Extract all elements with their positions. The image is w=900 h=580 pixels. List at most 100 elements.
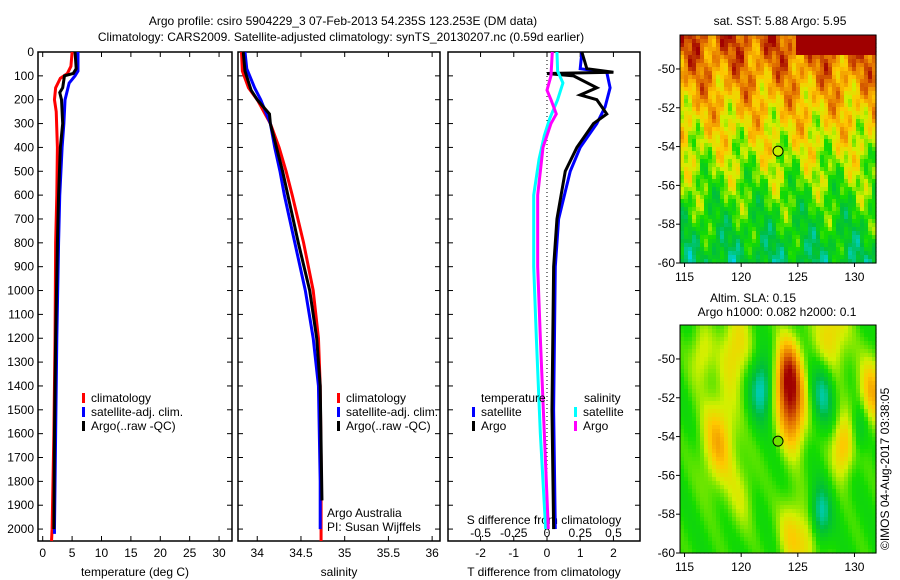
heatmap-cell xyxy=(828,43,833,48)
heatmap-cell xyxy=(708,119,713,124)
heatmap-cell xyxy=(856,191,861,196)
heatmap-cell xyxy=(712,329,717,334)
heatmap-cell xyxy=(792,51,797,56)
heatmap-cell xyxy=(816,179,821,184)
heatmap-cell xyxy=(760,131,765,136)
heatmap-cell xyxy=(864,187,869,192)
heatmap-cell xyxy=(728,247,733,252)
heatmap-cell xyxy=(700,171,705,176)
heatmap-cell xyxy=(700,357,705,362)
heatmap-cell xyxy=(696,175,701,180)
heatmap-cell xyxy=(692,545,697,550)
heatmap-cell xyxy=(688,187,693,192)
heatmap-cell xyxy=(684,517,689,522)
heatmap-cell xyxy=(872,43,877,48)
heatmap-cell xyxy=(824,127,829,132)
heatmap-cell xyxy=(760,139,765,144)
heatmap-cell xyxy=(692,517,697,522)
heatmap-cell xyxy=(788,469,793,474)
heatmap-cell xyxy=(772,203,777,208)
heatmap-cell xyxy=(712,525,717,530)
heatmap-cell xyxy=(680,521,685,526)
heatmap-cell xyxy=(872,79,877,84)
heatmap-cell xyxy=(684,509,689,514)
heatmap-cell xyxy=(768,219,773,224)
heatmap-cell xyxy=(752,91,757,96)
heatmap-cell xyxy=(812,373,817,378)
heatmap-cell xyxy=(724,421,729,426)
heatmap-cell xyxy=(816,223,821,228)
heatmap-cell xyxy=(724,195,729,200)
heatmap-cells xyxy=(680,35,877,264)
heatmap-cell xyxy=(708,211,713,216)
heatmap-cell xyxy=(792,521,797,526)
heatmap-cell xyxy=(800,329,805,334)
heatmap-cell xyxy=(720,251,725,256)
heatmap-cell xyxy=(720,441,725,446)
heatmap-cell xyxy=(772,199,777,204)
heatmap-cell xyxy=(800,111,805,116)
heatmap-cell xyxy=(788,151,793,156)
heatmap-cell xyxy=(684,107,689,112)
heatmap-cell xyxy=(808,179,813,184)
heatmap-cell xyxy=(684,449,689,454)
heatmap-cell xyxy=(764,341,769,346)
heatmap-cell xyxy=(812,239,817,244)
heatmap-cell xyxy=(848,167,853,172)
heatmap-cell xyxy=(756,365,761,370)
heatmap-cell xyxy=(852,223,857,228)
heatmap-cell xyxy=(772,545,777,550)
heatmap-cell xyxy=(844,219,849,224)
heatmap-cell xyxy=(724,119,729,124)
heatmap-cell xyxy=(684,123,689,128)
heatmap-cell xyxy=(764,55,769,60)
heatmap-cell xyxy=(820,99,825,104)
heatmap-cell xyxy=(716,79,721,84)
heatmap-cell xyxy=(696,345,701,350)
heatmap-cell xyxy=(788,107,793,112)
heatmap-cell xyxy=(840,203,845,208)
heatmap-cell xyxy=(732,223,737,228)
heatmap-cell xyxy=(696,235,701,240)
heatmap-cell xyxy=(868,223,873,228)
heatmap-cell xyxy=(780,549,785,554)
heatmap-cell xyxy=(680,119,685,124)
heatmap-cell xyxy=(724,99,729,104)
heatmap-cell xyxy=(708,251,713,256)
heatmap-cell xyxy=(816,119,821,124)
heatmap-cell xyxy=(780,449,785,454)
heatmap-cell xyxy=(712,47,717,52)
heatmap-cell xyxy=(740,163,745,168)
heatmap-cell xyxy=(728,251,733,256)
heatmap-cell xyxy=(780,231,785,236)
heatmap-cell xyxy=(792,195,797,200)
heatmap-cell xyxy=(740,457,745,462)
heatmap-cell xyxy=(708,223,713,228)
heatmap-cell xyxy=(788,429,793,434)
heatmap-cell xyxy=(752,373,757,378)
heatmap-cell xyxy=(772,55,777,60)
heatmap-cell xyxy=(868,259,873,264)
heatmap-cell xyxy=(748,131,753,136)
heatmap-cell xyxy=(848,95,853,100)
heatmap-cell xyxy=(744,489,749,494)
heatmap-cell xyxy=(852,99,857,104)
heatmap-cell xyxy=(800,369,805,374)
heatmap-cell xyxy=(712,441,717,446)
heatmap-cell xyxy=(756,433,761,438)
heatmap-cell xyxy=(684,393,689,398)
heatmap-cell xyxy=(772,195,777,200)
heatmap-cell xyxy=(792,71,797,76)
heatmap-cell xyxy=(772,361,777,366)
heatmap-cell xyxy=(748,449,753,454)
heatmap-cell xyxy=(836,71,841,76)
heatmap-cell xyxy=(788,183,793,188)
heatmap-cell xyxy=(688,521,693,526)
heatmap-cell xyxy=(808,91,813,96)
heatmap-cell xyxy=(784,227,789,232)
heatmap-cell xyxy=(716,151,721,156)
heatmap-cell xyxy=(720,171,725,176)
heatmap-cell xyxy=(724,63,729,68)
heatmap-cell xyxy=(864,251,869,256)
heatmap-cell xyxy=(748,67,753,72)
